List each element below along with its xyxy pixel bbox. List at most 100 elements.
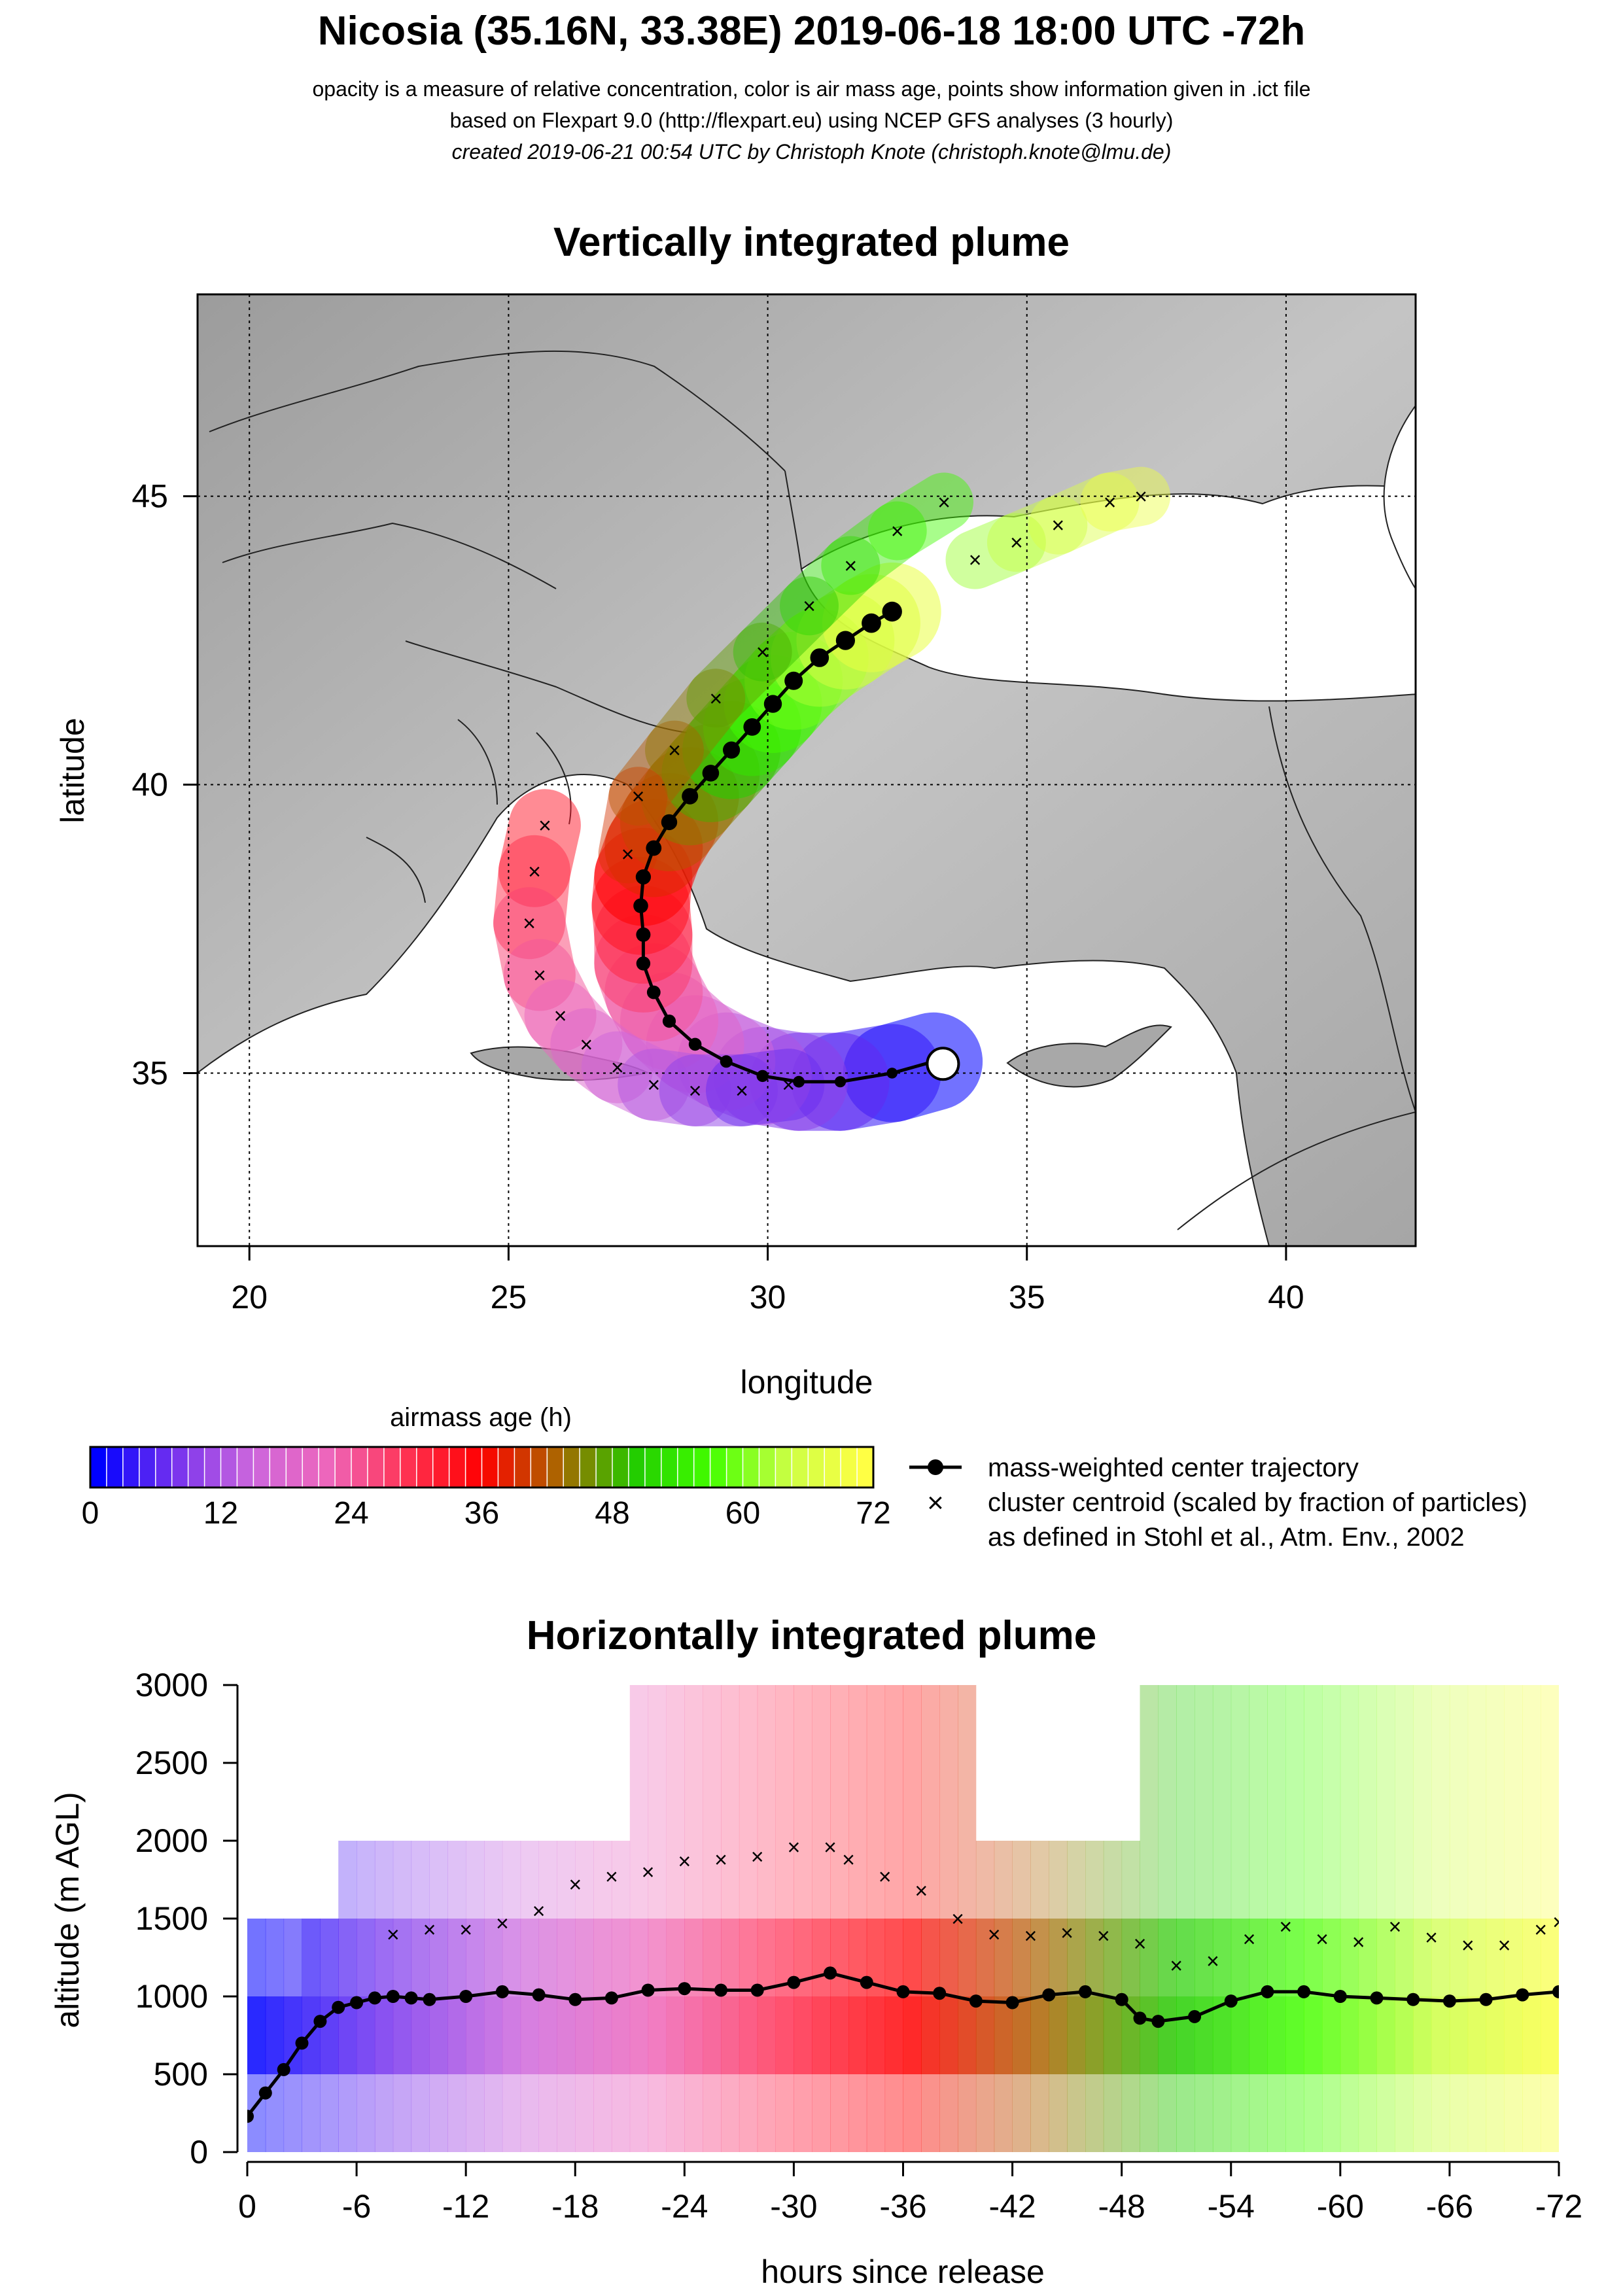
profile-center-point <box>750 1983 764 1997</box>
colorbar-segment <box>122 1446 141 1488</box>
profile-marks: × × × × ×× × × × × × × ×××××× × × × ×× ×× × × ×× × × ×× × <box>247 1835 1559 2123</box>
colorbar-segment <box>448 1446 466 1488</box>
map-x-tick-label: 30 <box>750 1279 786 1315</box>
age-column-core <box>1176 1919 1195 2074</box>
colorbar-segment <box>742 1446 760 1488</box>
colorbar-segment <box>269 1446 287 1488</box>
profile-cluster-mark: × <box>1316 1927 1329 1952</box>
profile-x-tick-label: 0 <box>238 2188 256 2225</box>
profile-center-point <box>459 1990 473 2003</box>
profile-center-point <box>1479 1992 1493 2006</box>
colorbar-tick-label: 36 <box>464 1496 499 1531</box>
age-column-core <box>812 1919 831 2074</box>
cluster-centroid-mark: × <box>1134 485 1147 510</box>
colorbar-tick-label: 0 <box>82 1496 99 1531</box>
profile-center-point <box>933 1987 947 2000</box>
profile-cluster-mark: × <box>387 1922 400 1947</box>
colorbar-segment <box>302 1446 320 1488</box>
center-trajectory-point <box>743 718 761 736</box>
age-column-core <box>830 1919 849 2074</box>
center-trajectory-point <box>662 1015 676 1028</box>
profile-center-point <box>404 1991 418 2005</box>
cluster-centroid-mark: × <box>647 1073 660 1098</box>
cluster-centroid-mark: × <box>937 491 951 515</box>
plume-band-west <box>706 1049 825 1126</box>
colorbar-segment <box>546 1446 565 1488</box>
profile-center-point <box>1115 1992 1128 2006</box>
profile-cluster-mark: × <box>642 1860 655 1885</box>
profile-center-point <box>1261 1985 1274 1998</box>
colorbar-segment <box>285 1446 304 1488</box>
colorbar-segment <box>90 1446 108 1488</box>
plume-band-north <box>733 576 839 682</box>
legend-cluster-note: as defined in Stohl et al., Atm. Env., 2… <box>988 1523 1465 1552</box>
cluster-centroid-mark: × <box>1104 491 1117 515</box>
profile-cluster-mark: × <box>532 1899 546 1924</box>
colorbar-segment <box>334 1446 353 1488</box>
map-axes: 20 25 30 35 40 35 40 45 <box>131 478 1304 1315</box>
profile-center-point <box>247 2110 254 2123</box>
age-column-core <box>848 1919 867 2074</box>
age-column-core <box>265 1919 285 2074</box>
map-x-tick-label: 20 <box>231 1279 268 1315</box>
profile-x-tick-label: -66 <box>1426 2188 1473 2225</box>
colorbar-segment <box>171 1446 189 1488</box>
cluster-centroid-mark: × <box>689 1079 702 1104</box>
profile-x-tick-label: -36 <box>879 2188 926 2225</box>
profile-center-point <box>969 1994 983 2008</box>
profile-x-tick-label: -42 <box>988 2188 1036 2225</box>
center-trajectory-point <box>862 613 881 633</box>
profile-chart: × × × × ×× × × × × × × ×××××× × × × ×× ×× × × ×× × × ×× × 0 -6 -1… <box>49 1667 1582 2290</box>
profile-y-tick-label: 1500 <box>135 1900 208 1937</box>
age-colorbar <box>89 1446 875 1489</box>
profile-center-point <box>641 1983 655 1997</box>
plume-band-north <box>608 720 704 826</box>
profile-center-point <box>1297 1985 1311 1998</box>
plume-band-north <box>986 495 1088 572</box>
center-trajectory-point <box>886 1068 898 1079</box>
profile-x-tick-label: -24 <box>661 2188 708 2225</box>
map-panel-title: Vertically integrated plume <box>553 220 1070 265</box>
colorbar-tick-label: 48 <box>595 1496 629 1531</box>
map-grid <box>198 294 1416 1246</box>
profile-cluster-mark: × <box>1206 1949 1219 1974</box>
release-point-marker <box>926 1047 960 1081</box>
age-column-core <box>247 1919 266 2074</box>
age-column-core <box>794 1919 812 2074</box>
profile-y-tick-label: 0 <box>190 2134 208 2170</box>
colorbar-segment <box>856 1446 875 1488</box>
profile-cluster-mark: × <box>714 1848 727 1873</box>
map-x-tick-label: 35 <box>1009 1279 1045 1315</box>
colorbar-segment <box>612 1446 630 1488</box>
age-column-core <box>302 1919 321 2074</box>
center-trajectory-point <box>810 648 829 667</box>
plume-band-north <box>598 767 668 884</box>
profile-x-tick-label: -30 <box>770 2188 817 2225</box>
profile-center-point <box>1005 1996 1019 2009</box>
plume-band-north <box>780 536 881 636</box>
center-trajectory-point <box>763 695 782 713</box>
center-trajectory-point <box>834 1076 846 1088</box>
age-column-core <box>320 1919 339 2074</box>
colorbar-segment <box>416 1446 434 1488</box>
profile-center-point <box>1442 1994 1456 2008</box>
profile-center-point <box>678 1982 691 1996</box>
colorbar-segment <box>351 1446 369 1488</box>
age-column-core <box>338 1919 357 2074</box>
profile-center-point <box>604 1991 618 2005</box>
center-trajectory-point <box>636 956 651 971</box>
age-column-core <box>703 1919 722 2074</box>
colorbar-segment <box>367 1446 385 1488</box>
profile-y-tick-label: 500 <box>154 2056 208 2093</box>
subtitle-line-3: created 2019-06-21 00:54 UTC by Christop… <box>451 140 1172 164</box>
center-trajectory-point <box>682 788 699 805</box>
map-y-tick-label: 35 <box>131 1054 168 1091</box>
cluster-centroid-mark: × <box>844 554 857 579</box>
map-y-axis-label: latitude <box>54 718 91 823</box>
profile-center-point <box>1406 1992 1420 2006</box>
profile-center-point <box>896 1985 910 1998</box>
cluster-centroid-mark: × <box>632 784 645 809</box>
age-column-core <box>648 1919 667 2074</box>
cluster-centroid-mark: × <box>554 1003 567 1028</box>
profile-center-point <box>313 2015 327 2028</box>
